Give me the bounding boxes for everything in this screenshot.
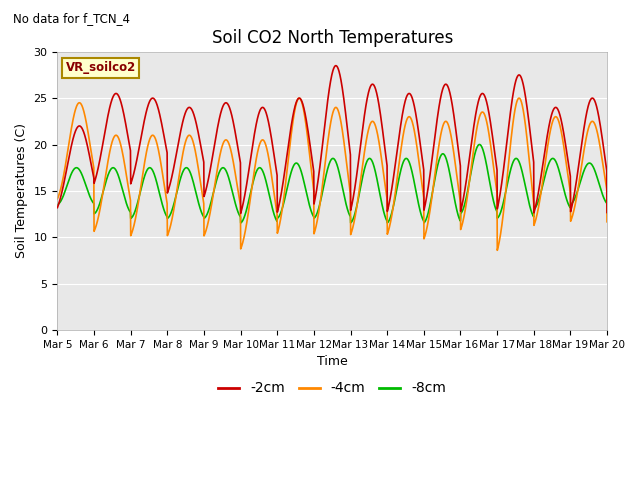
Title: Soil CO2 North Temperatures: Soil CO2 North Temperatures [211,29,453,48]
Y-axis label: Soil Temperatures (C): Soil Temperatures (C) [15,123,28,258]
Legend: -2cm, -4cm, -8cm: -2cm, -4cm, -8cm [212,376,452,401]
Text: No data for f_TCN_4: No data for f_TCN_4 [13,12,130,25]
Text: VR_soilco2: VR_soilco2 [66,61,136,74]
X-axis label: Time: Time [317,355,348,368]
